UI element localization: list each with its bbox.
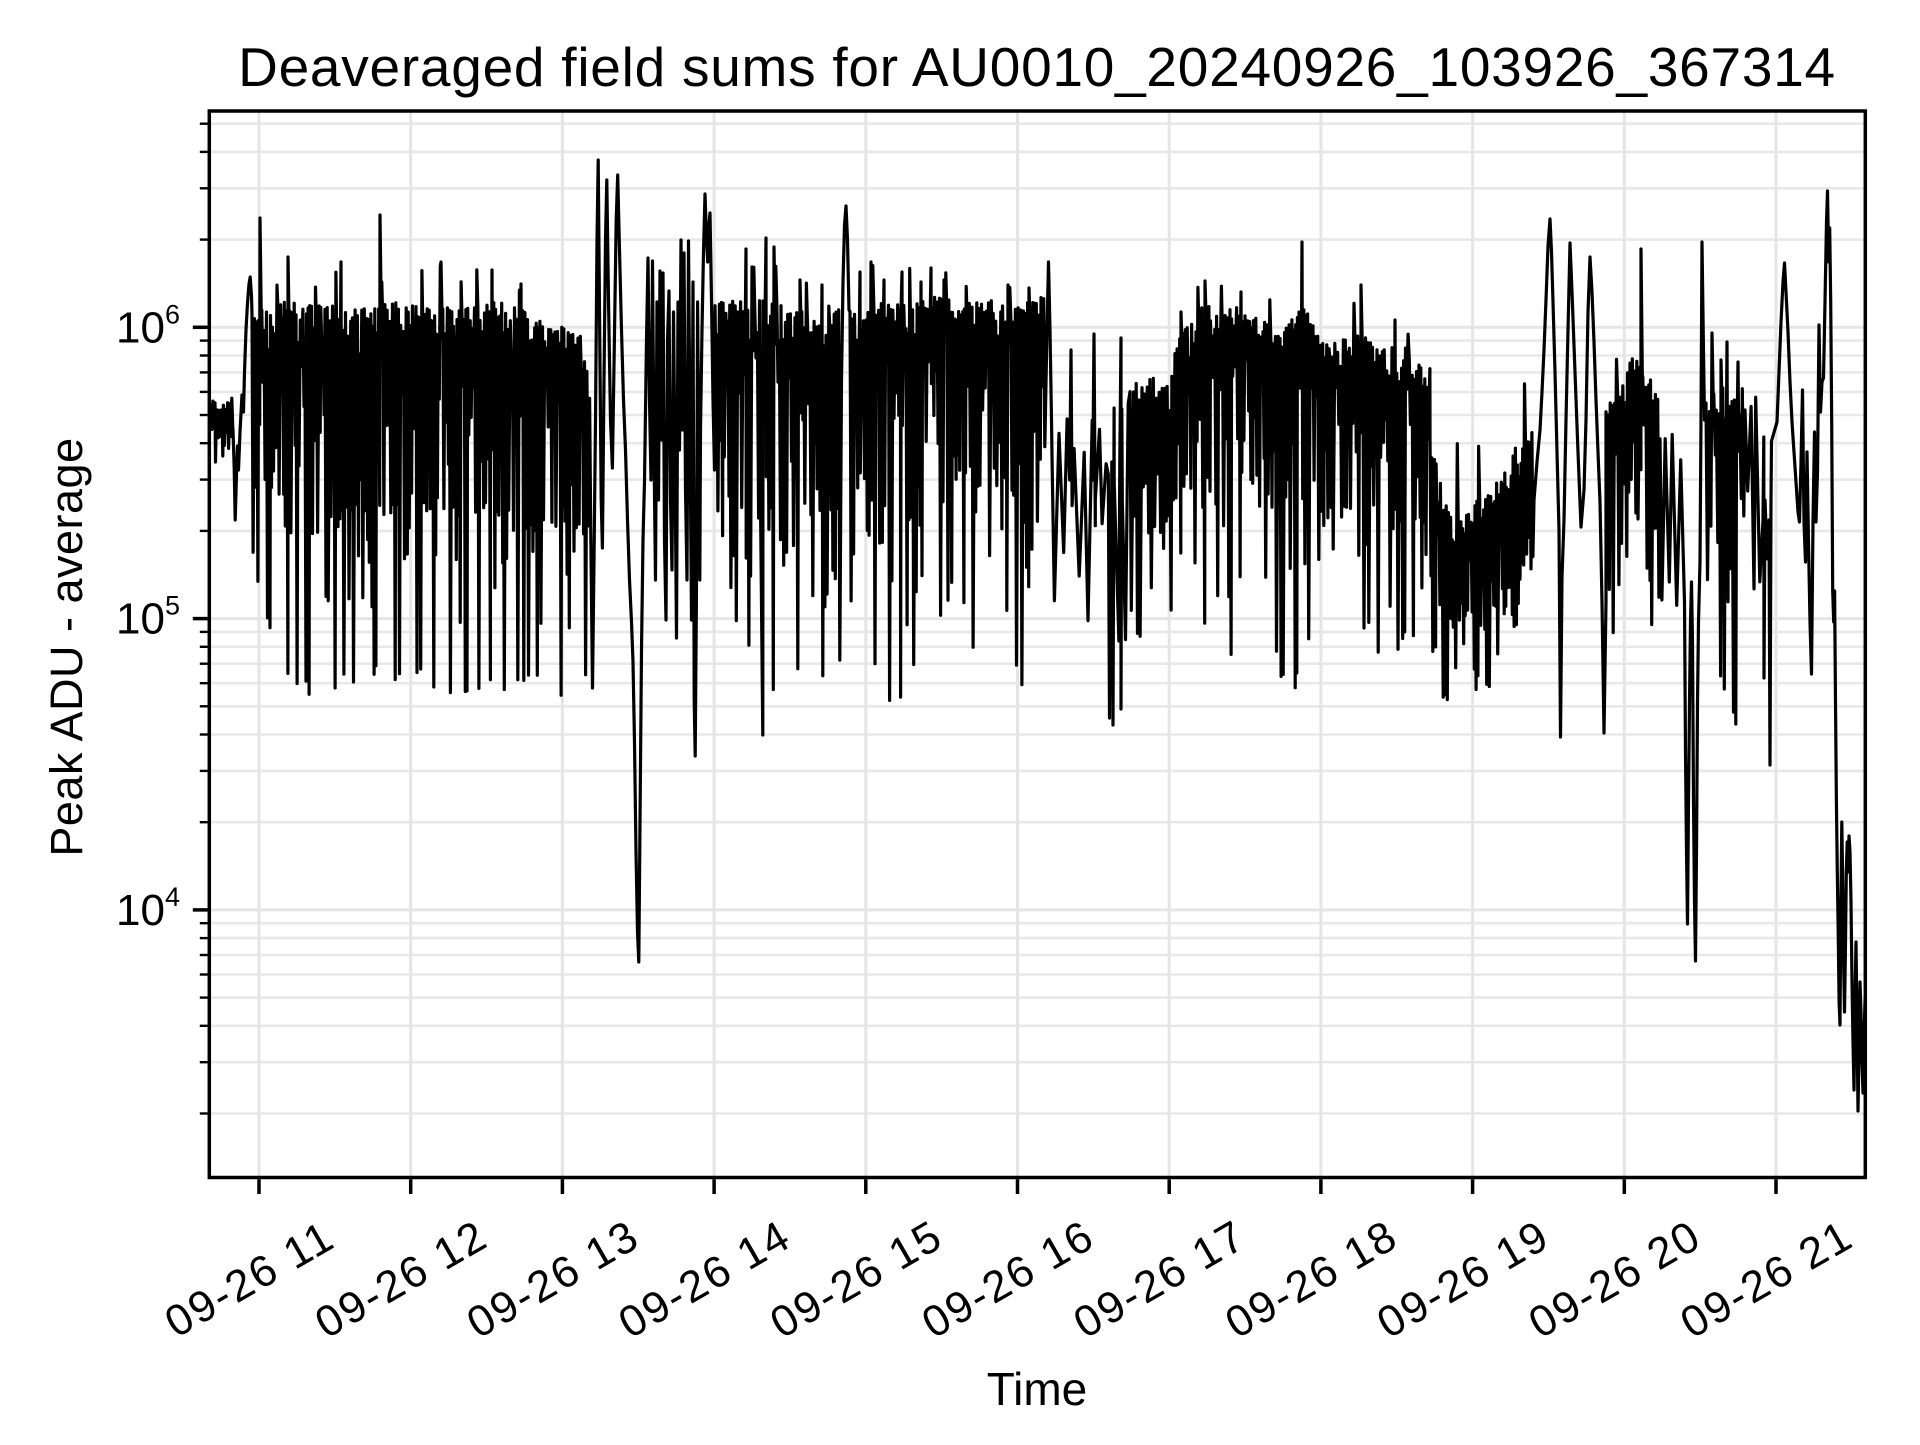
svg-text:106: 106 [116, 299, 180, 352]
svg-text:Peak ADU - average: Peak ADU - average [41, 437, 92, 856]
svg-text:105: 105 [116, 591, 180, 644]
svg-text:Time: Time [987, 1363, 1088, 1415]
svg-text:104: 104 [116, 882, 180, 935]
svg-text:Deaveraged field sums for AU00: Deaveraged field sums for AU0010_2024092… [238, 36, 1836, 98]
